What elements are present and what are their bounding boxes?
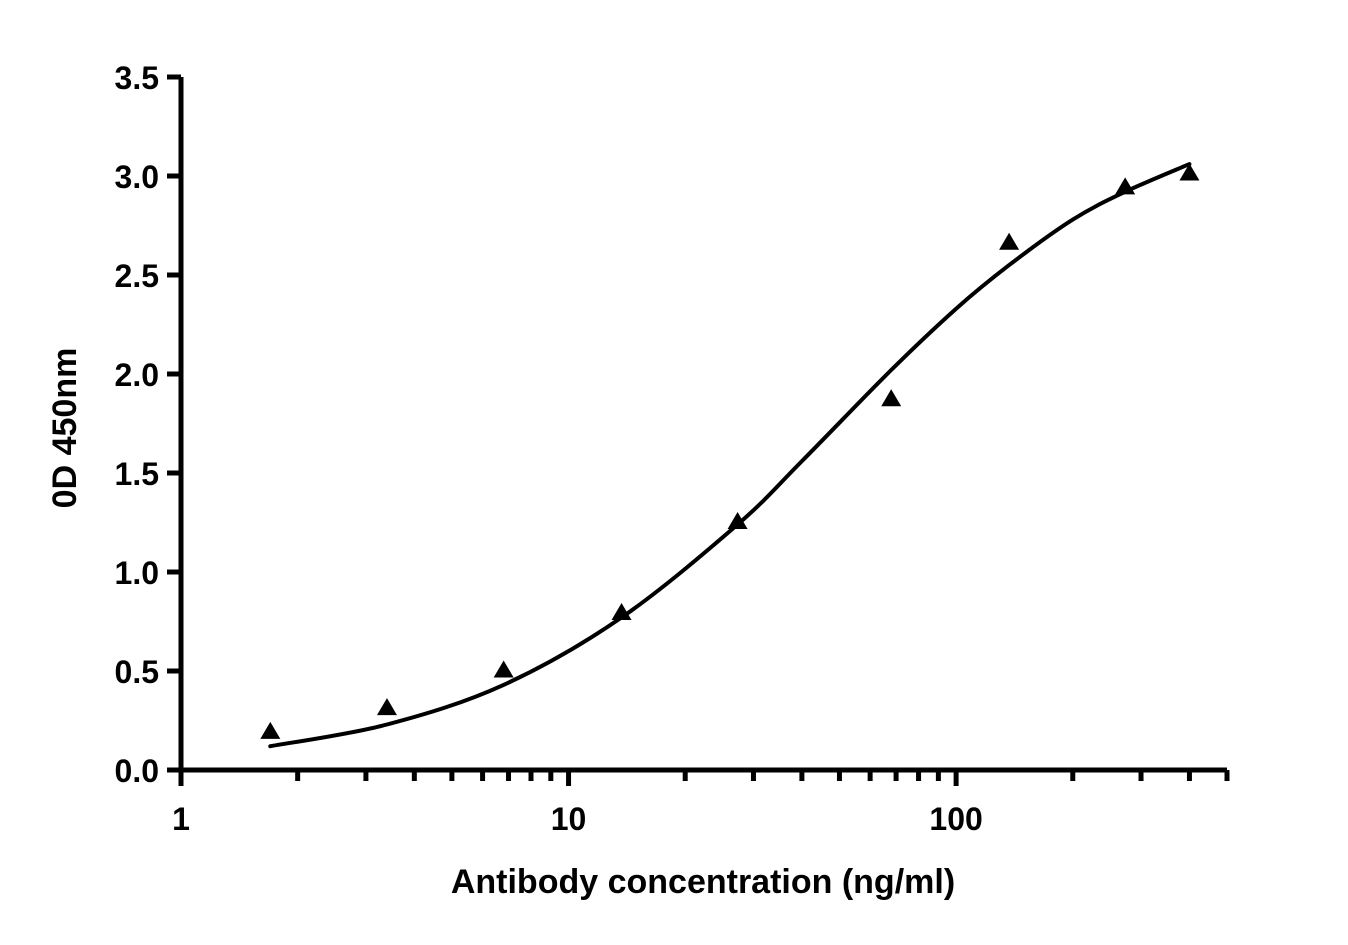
x-axis-label: Antibody concentration (ng/ml) — [451, 863, 955, 901]
data-point-marker — [611, 603, 632, 621]
y-tick-label: 3.0 — [115, 159, 159, 195]
y-tick-label: 2.5 — [115, 258, 159, 294]
y-tick-label: 3.5 — [115, 60, 159, 96]
data-point-marker — [881, 389, 902, 407]
data-point-marker — [727, 511, 748, 529]
y-tick-label: 2.0 — [115, 357, 159, 393]
data-point-marker — [999, 232, 1020, 250]
y-axis-label: 0D 450nm — [46, 348, 84, 509]
data-point-marker — [493, 660, 514, 678]
fit-curve — [268, 162, 1192, 749]
y-tick-label: 1.0 — [115, 555, 159, 591]
axes: 0.0 0.5 1.0 1.5 2.0 2.5 3.0 3.5 1 10 100 — [115, 60, 1230, 837]
y-tick-label: 0.0 — [115, 753, 159, 789]
x-tick-label: 1 — [172, 801, 190, 837]
y-tick-label: 1.5 — [115, 456, 159, 492]
data-point-marker — [260, 721, 281, 739]
x-tick-label: 100 — [929, 801, 982, 837]
data-point-marker — [1115, 177, 1136, 195]
plot-area: 0.0 0.5 1.0 1.5 2.0 2.5 3.0 3.5 1 10 100 — [115, 60, 1230, 837]
y-tick-label: 0.5 — [115, 654, 159, 690]
x-tick-label: 10 — [551, 801, 587, 837]
data-point-marker — [376, 698, 397, 716]
data-point-marker — [1179, 163, 1200, 181]
data-points — [260, 163, 1200, 739]
fit-curve-line — [268, 162, 1192, 749]
